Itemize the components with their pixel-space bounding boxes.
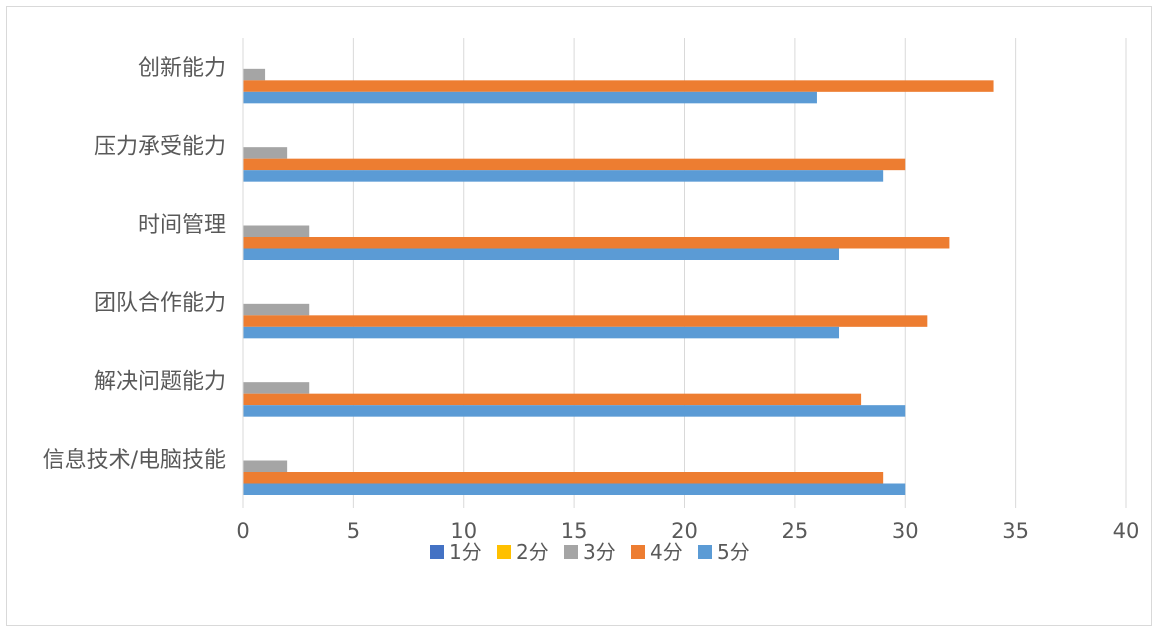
category-label: 信息技术/电脑技能 bbox=[43, 448, 226, 473]
bar-4分 bbox=[243, 80, 994, 92]
bar-5分 bbox=[243, 91, 817, 104]
legend-label: 2分 bbox=[516, 540, 549, 564]
bar-3分 bbox=[243, 303, 310, 316]
bar-5分 bbox=[243, 170, 884, 182]
legend-swatch-5分 bbox=[698, 545, 712, 559]
category-label: 创新能力 bbox=[138, 56, 226, 81]
legend-label: 5分 bbox=[717, 540, 750, 564]
category-label: 压力承受能力 bbox=[94, 135, 226, 160]
bar-4分 bbox=[243, 237, 950, 249]
x-tick-label: 35 bbox=[1002, 519, 1029, 543]
x-tick-label: 20 bbox=[671, 519, 698, 543]
x-tick-label: 10 bbox=[450, 519, 477, 543]
x-tick-label: 15 bbox=[561, 519, 588, 543]
legend-swatch-1分 bbox=[430, 545, 444, 559]
bar-4分 bbox=[243, 472, 884, 484]
bar-3分 bbox=[243, 225, 310, 237]
legend-label: 1分 bbox=[449, 540, 482, 564]
bar-4分 bbox=[243, 393, 862, 406]
x-tick-label: 30 bbox=[892, 519, 919, 543]
bar-3分 bbox=[243, 382, 310, 394]
bar-3分 bbox=[243, 147, 288, 159]
category-label: 时间管理 bbox=[138, 213, 226, 238]
category-label: 解决问题能力 bbox=[94, 370, 226, 395]
bar-4分 bbox=[243, 315, 928, 327]
category-label: 团队合作能力 bbox=[94, 291, 226, 316]
x-tick-label: 5 bbox=[347, 519, 360, 543]
bar-4分 bbox=[243, 158, 906, 171]
x-tick-label: 40 bbox=[1113, 519, 1140, 543]
bar-3分 bbox=[243, 68, 266, 81]
x-tick-label: 0 bbox=[236, 519, 249, 543]
legend-swatch-3分 bbox=[564, 545, 578, 559]
bar-5分 bbox=[243, 326, 840, 339]
legend-label: 3分 bbox=[583, 540, 616, 564]
x-tick-label: 25 bbox=[782, 519, 809, 543]
legend-swatch-2分 bbox=[497, 545, 511, 559]
bar-5分 bbox=[243, 248, 840, 260]
bar-5分 bbox=[243, 483, 906, 495]
legend-label: 4分 bbox=[650, 540, 683, 564]
legend-swatch-4分 bbox=[631, 545, 645, 559]
bar-3分 bbox=[243, 460, 288, 472]
bar-5分 bbox=[243, 405, 906, 417]
